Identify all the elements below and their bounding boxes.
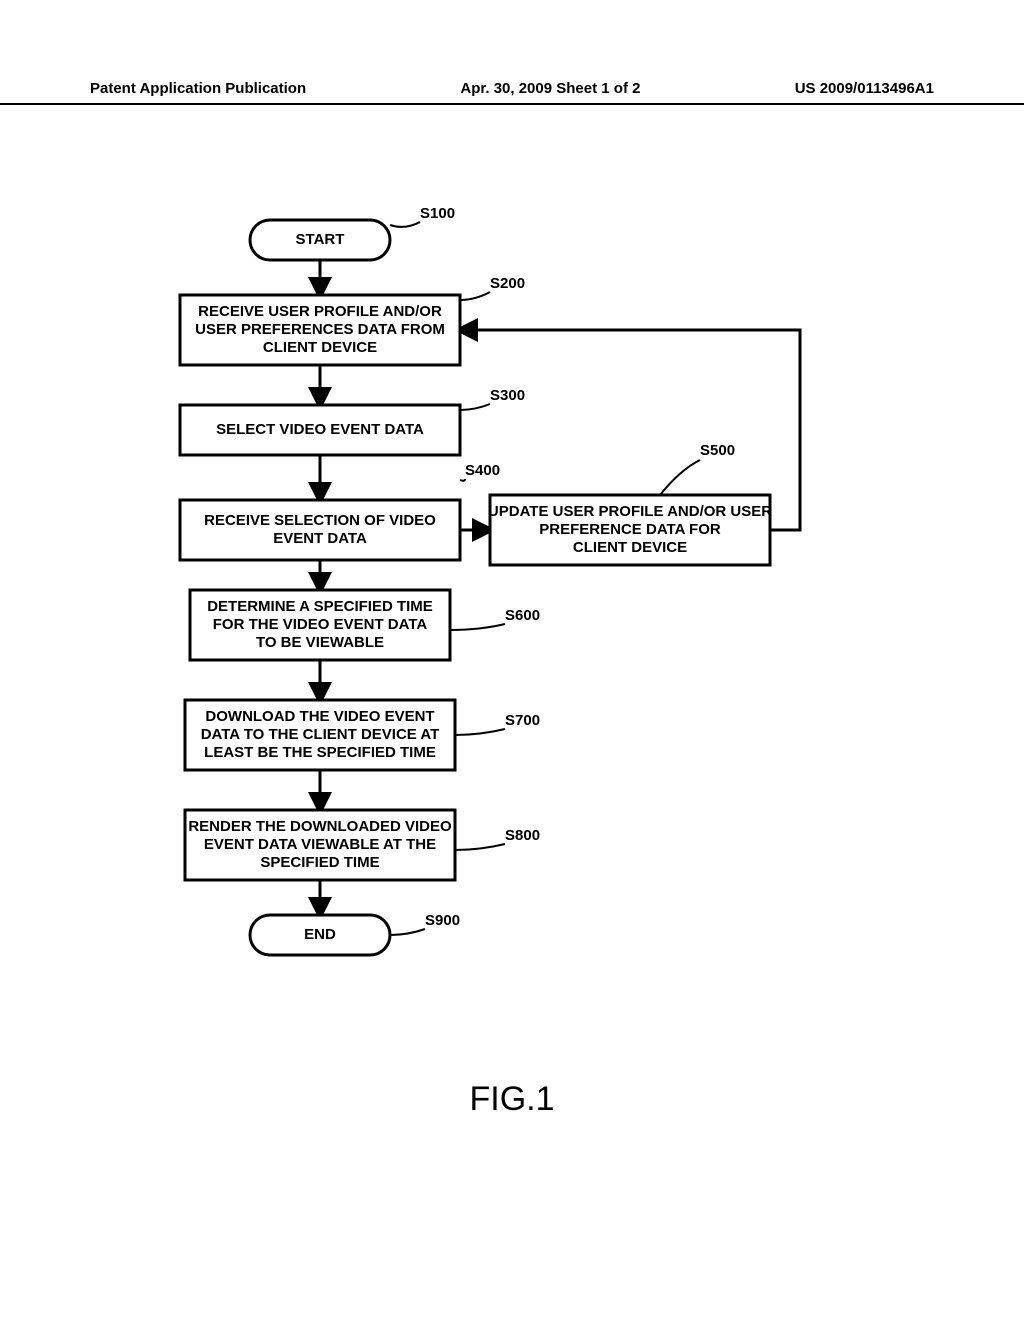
svg-text:EVENT DATA VIEWABLE AT THE: EVENT DATA VIEWABLE AT THE	[204, 836, 436, 853]
svg-text:DOWNLOAD THE VIDEO EVENT: DOWNLOAD THE VIDEO EVENT	[205, 708, 434, 725]
svg-text:S500: S500	[700, 442, 735, 459]
flowchart-svg: START RECEIVE USER PROFILE AND/ORUSER PRE…	[120, 180, 920, 1080]
header-center: Apr. 30, 2009 Sheet 1 of 2	[460, 80, 640, 97]
svg-text:S200: S200	[490, 275, 525, 292]
svg-text:LEAST BE THE SPECIFIED TIME: LEAST BE THE SPECIFIED TIME	[204, 744, 436, 761]
svg-text:DATA TO THE CLIENT DEVICE AT: DATA TO THE CLIENT DEVICE AT	[201, 726, 440, 743]
svg-text:RECEIVE USER PROFILE AND/OR: RECEIVE USER PROFILE AND/OR	[198, 303, 442, 320]
svg-text:UPDATE USER PROFILE AND/OR USE: UPDATE USER PROFILE AND/OR USER	[488, 503, 772, 520]
svg-text:S600: S600	[505, 607, 540, 624]
svg-text:S100: S100	[420, 205, 455, 222]
flowchart-container: START RECEIVE USER PROFILE AND/ORUSER PRE…	[120, 180, 920, 1080]
svg-text:CLIENT DEVICE: CLIENT DEVICE	[263, 339, 377, 356]
svg-text:DETERMINE A SPECIFIED TIME: DETERMINE A SPECIFIED TIME	[207, 598, 433, 615]
svg-text:END: END	[304, 926, 336, 943]
svg-text:PREFERENCE DATA FOR: PREFERENCE DATA FOR	[539, 521, 721, 538]
svg-text:RECEIVE SELECTION OF VIDEO: RECEIVE SELECTION OF VIDEO	[204, 512, 436, 529]
svg-text:S700: S700	[505, 712, 540, 729]
svg-text:SPECIFIED TIME: SPECIFIED TIME	[260, 854, 379, 871]
header-right: US 2009/0113496A1	[795, 80, 934, 97]
svg-text:TO BE VIEWABLE: TO BE VIEWABLE	[256, 634, 384, 651]
svg-text:RENDER THE DOWNLOADED VIDEO: RENDER THE DOWNLOADED VIDEO	[188, 818, 452, 835]
page-header: Patent Application Publication Apr. 30, …	[0, 80, 1024, 105]
svg-text:S400: S400	[465, 462, 500, 479]
figure-label: FIG.1	[0, 1080, 1024, 1119]
svg-text:CLIENT DEVICE: CLIENT DEVICE	[573, 539, 687, 556]
page: Patent Application Publication Apr. 30, …	[0, 0, 1024, 1320]
svg-text:EVENT DATA: EVENT DATA	[273, 530, 367, 547]
svg-text:S900: S900	[425, 912, 460, 929]
svg-text:S800: S800	[505, 827, 540, 844]
svg-text:FOR THE VIDEO EVENT DATA: FOR THE VIDEO EVENT DATA	[213, 616, 428, 633]
svg-text:SELECT VIDEO EVENT DATA: SELECT VIDEO EVENT DATA	[216, 421, 424, 438]
svg-text:START: START	[296, 231, 345, 248]
svg-text:S300: S300	[490, 387, 525, 404]
svg-text:USER PREFERENCES DATA FROM: USER PREFERENCES DATA FROM	[195, 321, 445, 338]
header-left: Patent Application Publication	[90, 80, 306, 97]
